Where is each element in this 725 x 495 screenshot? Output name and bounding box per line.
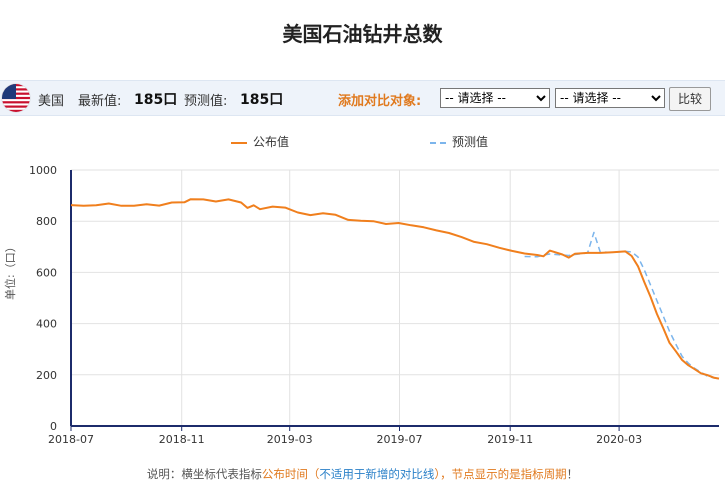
legend-swatch-forecast (430, 141, 446, 144)
y-tick-label: 200 (36, 369, 57, 382)
y-tick-label: 400 (36, 318, 57, 331)
x-tick-label: 2019-11 (487, 433, 533, 446)
line-chart: 0 200 400 600 800 1000 2018-07 2018-11 2019-03 20… (29, 164, 720, 446)
note-not-applicable: 不适用于新增的对比线 (319, 467, 435, 481)
y-tick-label: 0 (50, 420, 57, 433)
forecast-series-line (524, 231, 720, 380)
footnote: 说明：横坐标代表指标公布时间（不适用于新增的对比线），节点显示的是指标周期！ (0, 466, 725, 482)
legend-swatch-actual (231, 141, 247, 144)
x-tick-label: 2019-03 (267, 433, 313, 446)
compare-button[interactable]: 比较 (669, 87, 711, 111)
latest-label: 最新值: (78, 94, 122, 109)
actual-series-line (70, 198, 720, 380)
compare-label: 添加对比对象: (338, 94, 422, 109)
x-tick-label: 2018-11 (159, 433, 205, 446)
note-part-1: 说明：横坐标代表指标 (146, 467, 262, 481)
y-tick-label: 600 (36, 266, 57, 279)
note-part-7: ！ (566, 467, 579, 481)
compare-select-2[interactable]: -- 请选择 -- (555, 88, 665, 108)
country-name: 美国 (38, 94, 65, 109)
forecast-label: 预测值: (184, 94, 228, 109)
x-tick-label: 2018-07 (48, 433, 94, 446)
x-tick-label: 2019-07 (377, 433, 423, 446)
y-tick-label: 1000 (29, 164, 57, 177)
legend-item-forecast[interactable]: 预测值 (430, 133, 488, 150)
compare-select-1[interactable]: -- 请选择 -- (440, 88, 550, 108)
note-part-3: （ (307, 467, 320, 481)
info-bar: 美国 最新值: 185口 预测值: 185口 添加对比对象: -- 请选择 --… (0, 80, 725, 116)
forecast-value: 185口 (240, 92, 284, 108)
legend-label-actual: 公布值 (253, 135, 290, 149)
y-tick-label: 800 (36, 215, 57, 228)
latest-value: 185口 (134, 92, 178, 108)
us-flag-icon (2, 84, 30, 112)
legend-label-forecast: 预测值 (452, 135, 489, 149)
legend-item-actual[interactable]: 公布值 (231, 133, 289, 150)
chart-title: 美国石油钻井总数 (282, 22, 443, 46)
x-tick-label: 2020-03 (596, 433, 642, 446)
note-period: 指标周期 (520, 467, 567, 481)
note-part-5: ），节点显示的是 (434, 467, 521, 481)
note-publish-time: 公布时间 (261, 467, 308, 481)
